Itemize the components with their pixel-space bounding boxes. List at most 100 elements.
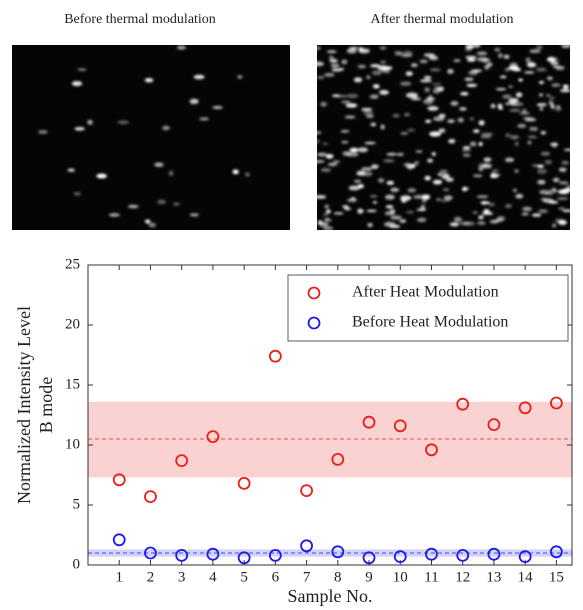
speckle — [356, 171, 365, 176]
speckle — [447, 69, 454, 74]
speckle — [508, 85, 513, 88]
x-tick-label: 7 — [303, 569, 311, 585]
speckle — [74, 127, 84, 130]
speckle — [463, 146, 471, 149]
speckle — [537, 169, 547, 174]
speckle — [329, 56, 334, 59]
speckle — [199, 117, 209, 120]
speckle — [389, 225, 400, 228]
speckle — [537, 165, 544, 168]
speckle — [406, 211, 414, 214]
speckle — [411, 63, 418, 67]
speckle — [509, 109, 521, 112]
speckle — [363, 111, 374, 115]
speckle — [443, 174, 449, 179]
speckle — [518, 78, 523, 81]
speckle — [528, 135, 537, 138]
speckle — [464, 77, 473, 81]
speckle — [478, 163, 487, 167]
speckle — [522, 207, 532, 212]
speckle — [502, 95, 511, 99]
y-tick-label: 20 — [65, 316, 80, 332]
speckle — [476, 52, 487, 55]
speckle — [477, 57, 488, 62]
speckle — [551, 104, 555, 109]
speckle — [417, 208, 427, 211]
speckle — [425, 120, 431, 123]
speckle — [436, 198, 441, 201]
x-tick-label: 14 — [518, 569, 534, 585]
speckle — [479, 120, 485, 125]
speckle — [315, 47, 320, 50]
speckle — [510, 135, 519, 139]
speckle — [358, 147, 368, 152]
speckle — [460, 92, 468, 96]
speckle — [553, 58, 558, 61]
x-tick-label: 9 — [365, 569, 373, 585]
speckle — [237, 75, 242, 78]
speckle — [536, 67, 547, 71]
speckle — [453, 59, 460, 62]
data-point — [145, 491, 156, 502]
speckle — [527, 141, 531, 145]
x-tick-label: 2 — [147, 569, 155, 585]
speckle — [451, 101, 459, 106]
x-tick-label: 11 — [424, 569, 438, 585]
speckle — [67, 168, 75, 171]
speckle — [560, 89, 571, 92]
speckle — [404, 113, 410, 116]
speckle — [556, 106, 560, 109]
speckle — [109, 213, 120, 217]
speckle — [245, 172, 250, 176]
speckle — [505, 158, 514, 162]
speckle — [345, 116, 356, 119]
speckle — [327, 50, 337, 53]
speckle — [494, 48, 500, 52]
speckle — [331, 63, 340, 67]
speckle — [548, 201, 558, 204]
speckle — [462, 149, 471, 152]
speckle — [563, 85, 569, 89]
x-tick-label: 8 — [334, 569, 342, 585]
speckle — [439, 170, 447, 173]
speckle — [433, 180, 442, 184]
speckle — [212, 106, 222, 109]
speckle — [373, 201, 377, 204]
speckle — [169, 171, 174, 176]
speckle — [425, 176, 431, 181]
speckle — [519, 112, 530, 115]
speckle — [525, 57, 531, 62]
speckle — [367, 210, 377, 213]
speckle — [459, 107, 466, 111]
speckle — [488, 203, 495, 207]
speckle — [472, 211, 477, 214]
speckle — [317, 153, 327, 157]
speckle — [392, 114, 399, 118]
speckle — [358, 65, 366, 69]
speckle — [233, 169, 239, 174]
speckle — [74, 192, 81, 196]
speckle — [532, 214, 541, 217]
legend-label: After Heat Modulation — [352, 284, 499, 301]
speckle — [430, 68, 441, 71]
speckle — [438, 173, 442, 176]
speckle — [407, 129, 415, 132]
figure: Before thermal modulation After thermal … — [0, 0, 583, 610]
data-point — [239, 478, 250, 489]
x-tick-label: 12 — [455, 569, 470, 585]
speckle — [326, 154, 334, 159]
speckle — [347, 48, 357, 53]
speckle — [555, 219, 565, 223]
speckle — [354, 180, 361, 184]
speckle — [397, 153, 404, 156]
speckle — [539, 81, 544, 84]
speckle — [370, 195, 377, 198]
speckle — [347, 94, 359, 98]
speckle — [390, 188, 399, 192]
speckle — [539, 107, 543, 111]
speckle — [420, 79, 432, 82]
y-tick-label: 10 — [65, 436, 80, 452]
speckle — [177, 45, 186, 49]
speckle — [473, 174, 483, 177]
speckle — [395, 51, 403, 55]
